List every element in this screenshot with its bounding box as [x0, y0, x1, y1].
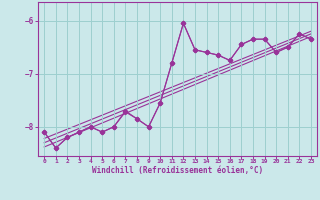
X-axis label: Windchill (Refroidissement éolien,°C): Windchill (Refroidissement éolien,°C) [92, 166, 263, 175]
